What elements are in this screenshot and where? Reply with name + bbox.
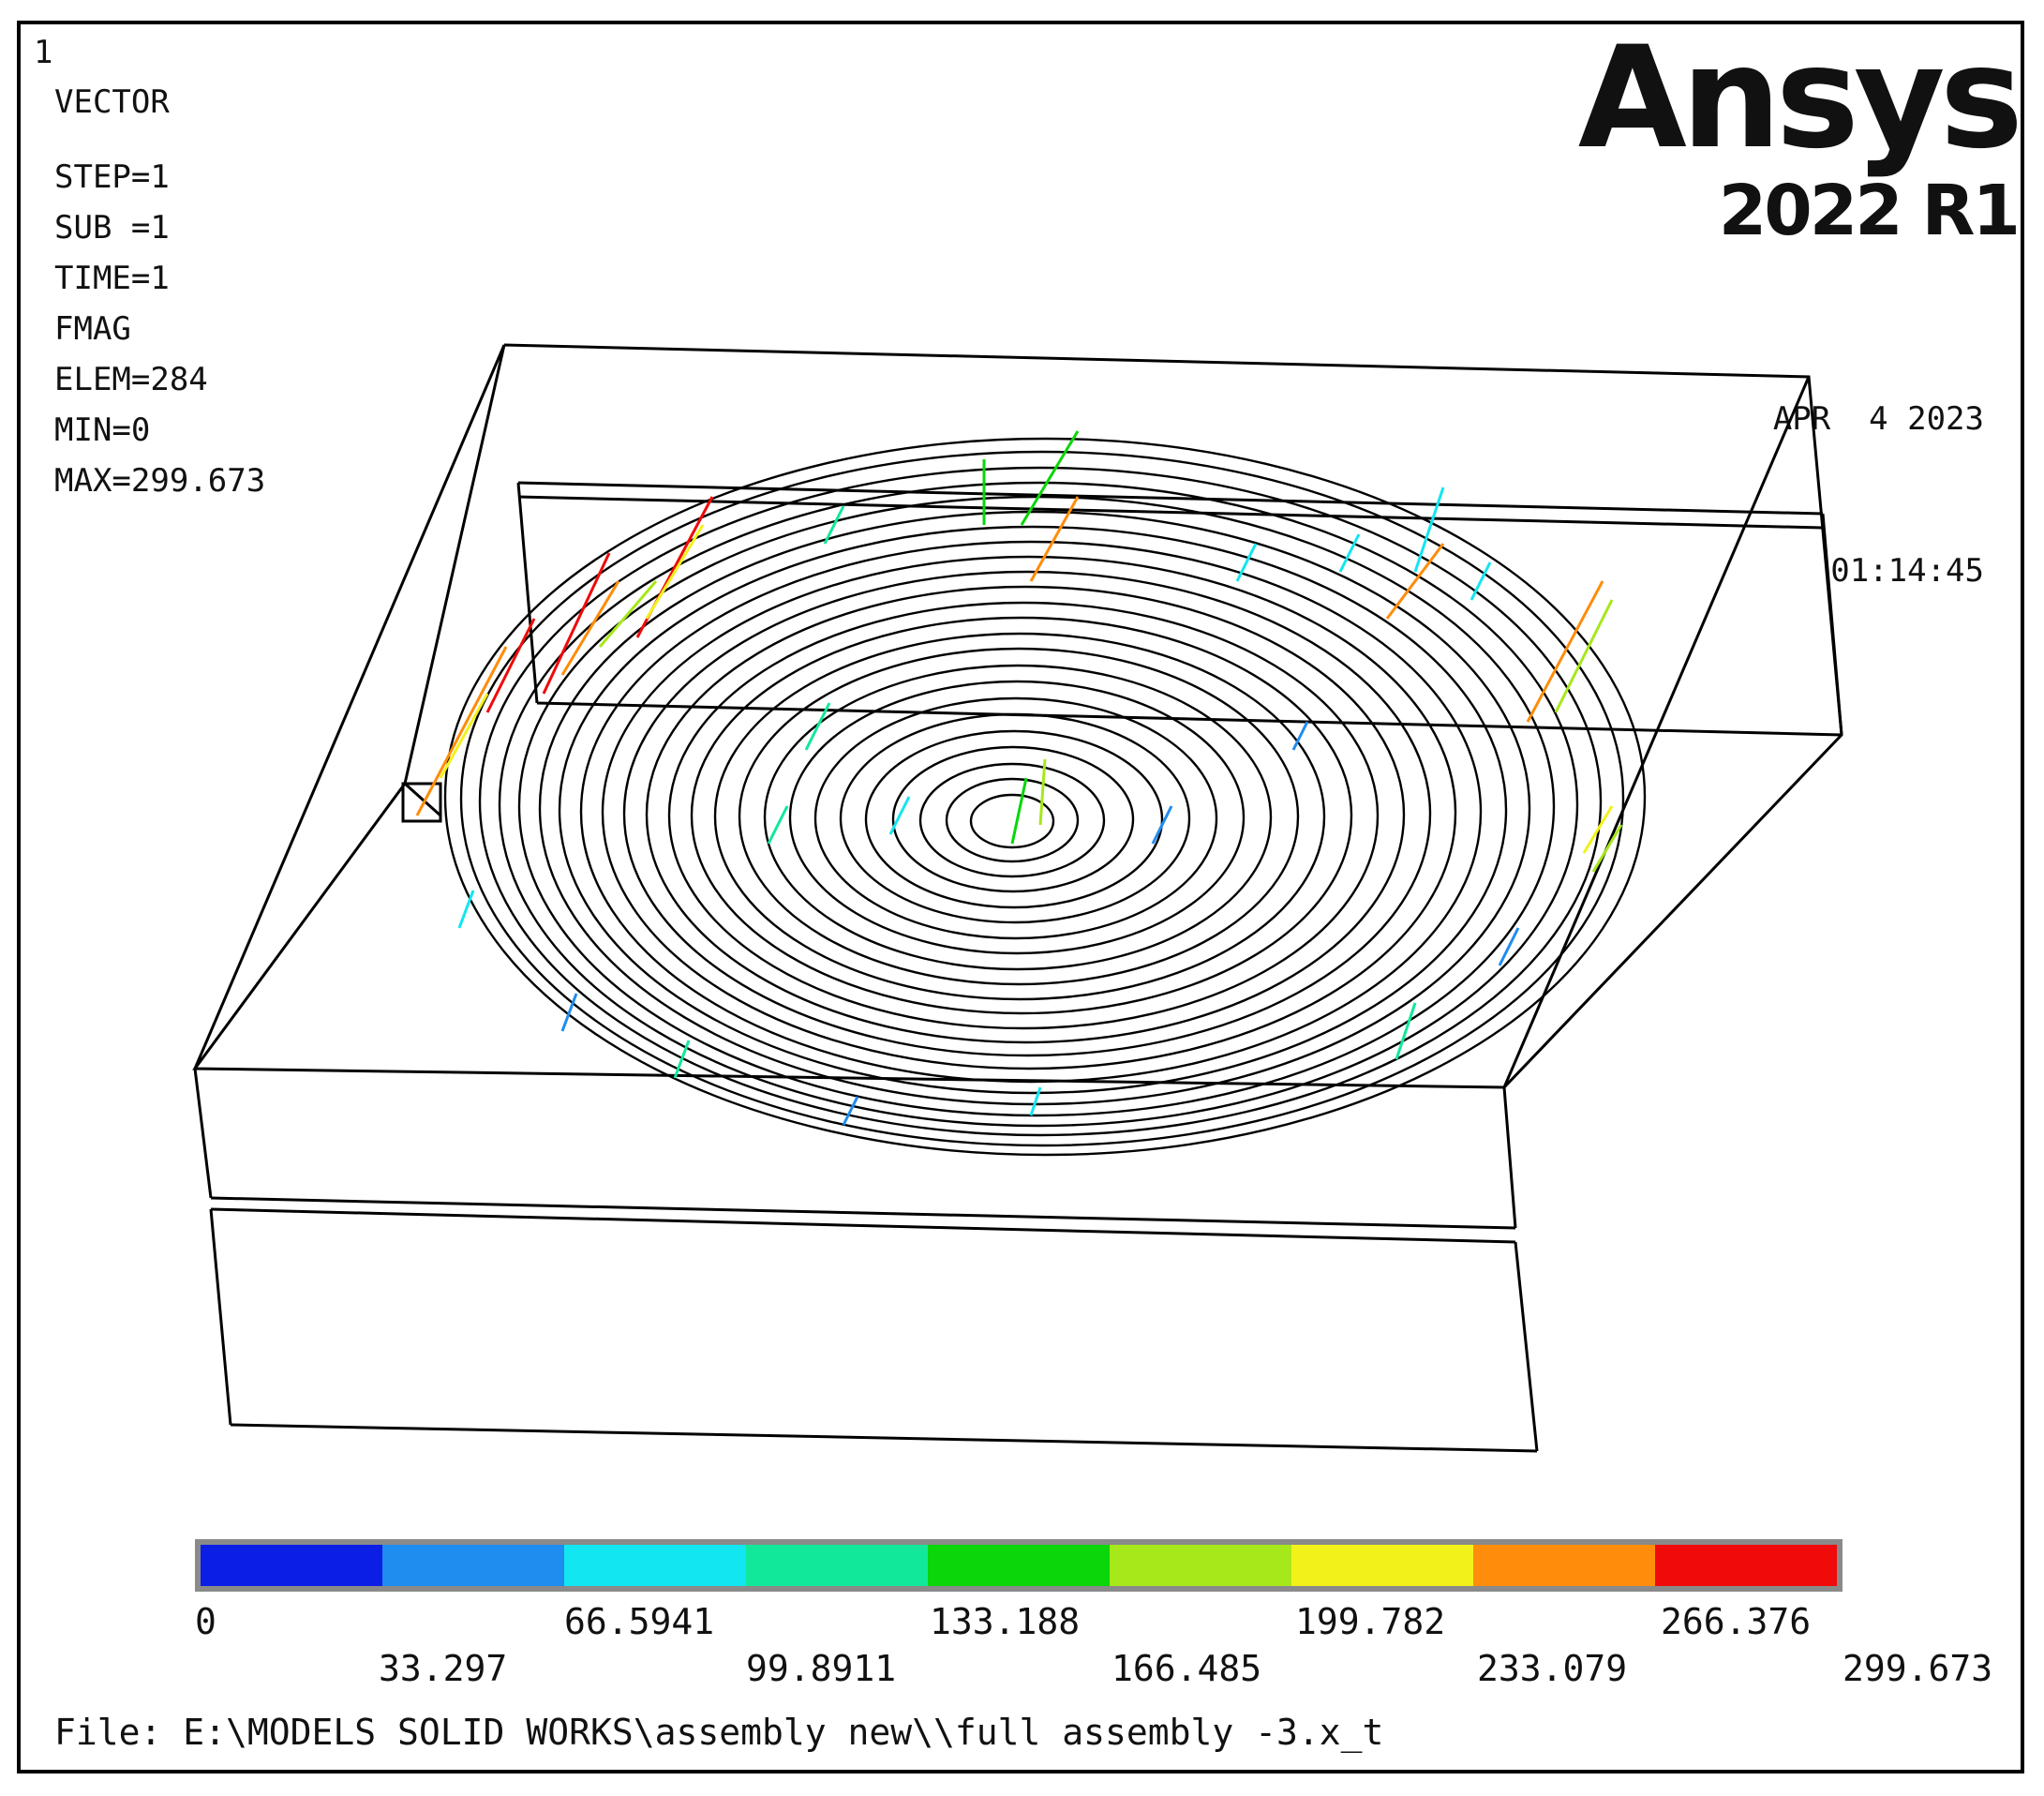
plot-title: VECTOR (54, 83, 170, 121)
version-label: 2022 R1 (1718, 171, 2021, 251)
color-legend-bar (195, 1539, 1843, 1592)
force-vectors (415, 430, 1623, 1126)
legend-swatch-1 (201, 1545, 382, 1586)
brand-name: Ansys (1577, 17, 2023, 180)
coil-spiral (443, 437, 1647, 1157)
step-label: STEP=1 (54, 158, 170, 196)
legend-label-lower-3: 166.485 (1112, 1648, 1262, 1689)
elem-label: ELEM=284 (54, 361, 208, 398)
legend-swatch-4 (746, 1545, 928, 1586)
legend-label-upper-4: 199.782 (1295, 1601, 1446, 1642)
min-label: MIN=0 (54, 412, 151, 449)
legend-swatch-5 (928, 1545, 1110, 1586)
legend-label-lower-1: 33.297 (379, 1648, 508, 1689)
max-label: MAX=299.673 (54, 462, 266, 500)
legend-label-upper-3: 133.188 (930, 1601, 1081, 1642)
legend-swatch-2 (382, 1545, 564, 1586)
quantity-label: FMAG (54, 310, 131, 348)
ansys-logo: Ansys 2022 R1 (1577, 17, 2023, 253)
legend-label-lower-5: 299.673 (1843, 1648, 1993, 1689)
legend-swatch-7 (1291, 1545, 1473, 1586)
sub-label: SUB =1 (54, 209, 170, 247)
legend-label-upper-2: 66.5941 (564, 1601, 715, 1642)
legend-swatch-6 (1110, 1545, 1291, 1586)
time-label: TIME=1 (54, 260, 170, 297)
legend-label-upper-1: 0 (195, 1601, 216, 1642)
file-path: File: E:\MODELS SOLID WORKS\assembly new… (54, 1712, 1384, 1753)
window-number: 1 (34, 34, 53, 71)
legend-swatch-9 (1655, 1545, 1837, 1586)
legend-label-lower-2: 99.8911 (746, 1648, 897, 1689)
time-stamp-label: 01:14:45 (1830, 552, 1984, 590)
datetime-stamp: APR 4 2023 01:14:45 (1773, 292, 1984, 647)
date-label: APR 4 2023 (1772, 400, 1984, 438)
plot-info-panel: VECTOR STEP=1 SUB =1 TIME=1 FMAG ELEM=28… (54, 77, 265, 506)
block-wireframe (192, 343, 1843, 1453)
legend-swatch-8 (1473, 1545, 1655, 1586)
legend-swatch-3 (564, 1545, 746, 1586)
graphics-window[interactable] (17, 21, 2024, 1774)
legend-label-lower-4: 233.079 (1477, 1648, 1628, 1689)
legend-label-upper-5: 266.376 (1661, 1601, 1812, 1642)
